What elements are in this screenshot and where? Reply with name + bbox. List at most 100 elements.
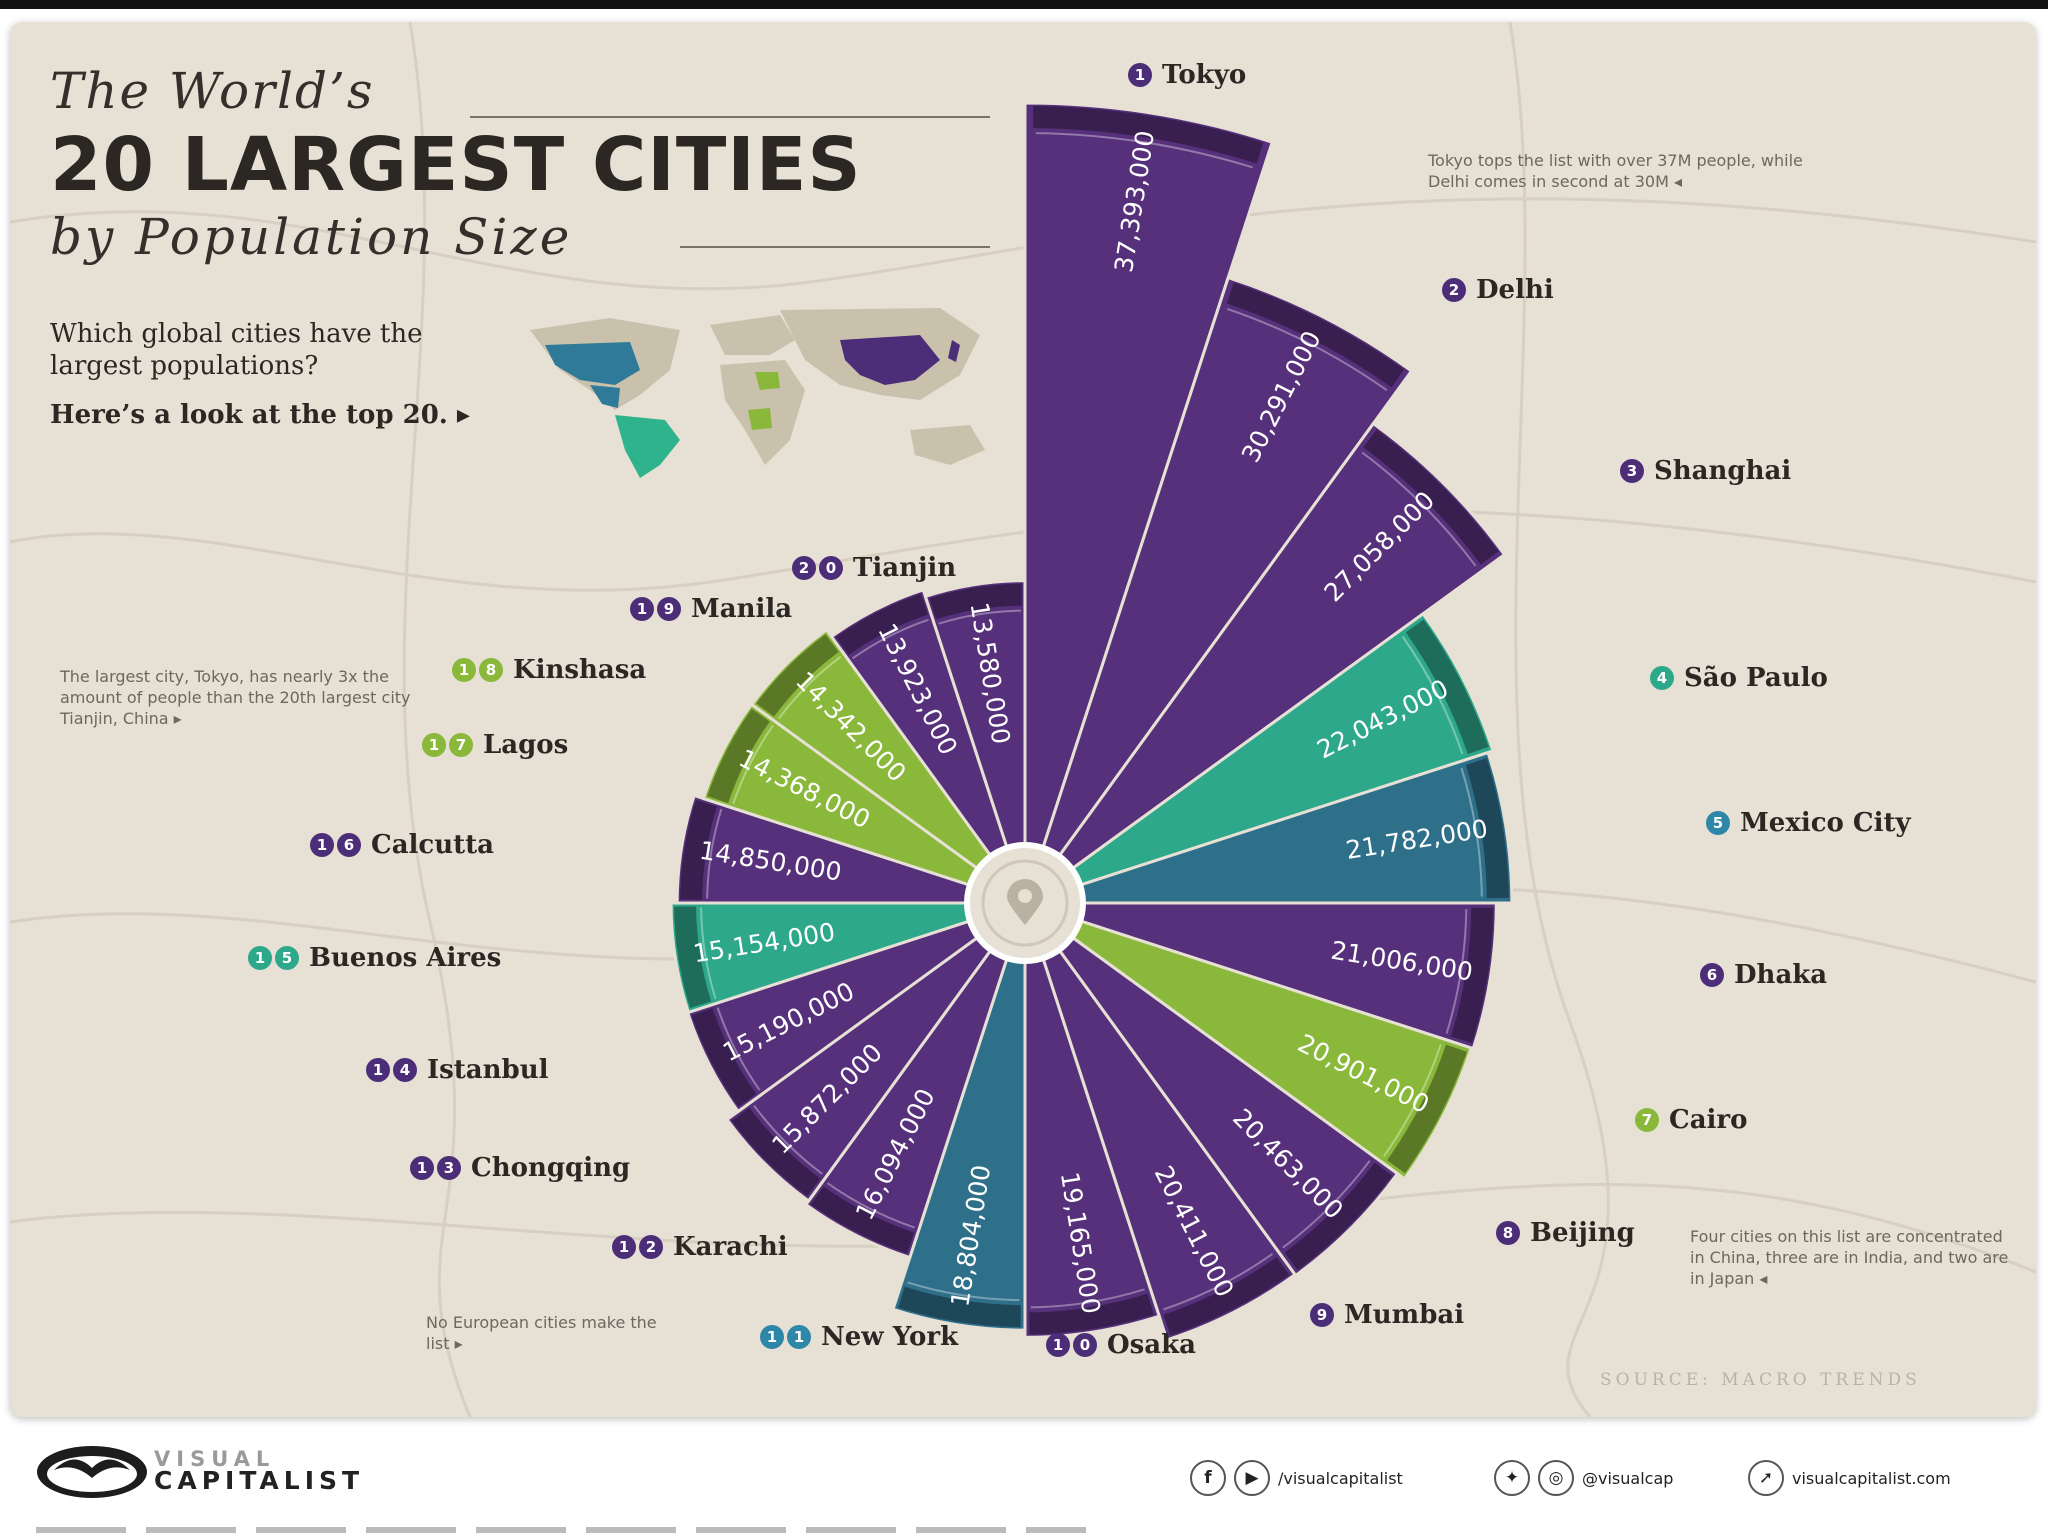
map-japan [948,340,960,362]
city-name: Mexico City [1740,808,1911,838]
city-label-osaka: 1 0 Osaka [1046,1330,1196,1360]
location-pin-dot [1018,889,1032,903]
rank-badge: 3 [1620,459,1644,483]
radial-bar-chart: 37,393,00030,291,00027,058,00022,043,000… [669,101,1514,1342]
social-group-2: ✦ ◎ @visualcap [1494,1460,1673,1496]
bar-rim-istanbul [691,1008,757,1107]
map-africa-highlight [748,372,780,430]
rank-digit: 1 [366,1058,390,1082]
twitter-icon[interactable]: ✦ [1494,1460,1530,1496]
rank-badge: 8 [1496,1221,1520,1245]
bar-rim-buenos-aires [674,906,712,1008]
bar-inner-line-new-york [907,1281,1020,1302]
city-label-buenos-aires: 1 5 Buenos Aires [248,943,501,973]
bar-inner-line-tokyo [1035,132,1253,169]
rank-digit: 7 [1635,1108,1659,1132]
city-label-dhaka: 6 Dhaka [1700,960,1827,990]
bar-rim-mexico-city [1465,758,1509,899]
bar-inner-line-mexico-city [1460,767,1483,897]
rank-digit: 1 [1128,63,1152,87]
rank-digit: 1 [760,1325,784,1349]
city-name: Dhaka [1734,960,1828,990]
bar-inner-line-osaka [1030,1288,1145,1309]
social-group-3: ➚ visualcapitalist.com [1748,1460,1951,1496]
bar-inner-line-delhi [1226,307,1388,392]
rank-digit: 5 [275,946,299,970]
instagram-icon[interactable]: ◎ [1538,1460,1574,1496]
bar-inner-line-chongqing [753,1105,823,1175]
city-label-tianjin: 2 0 Tianjin [792,553,956,583]
rank-digit: 8 [479,658,503,682]
rank-badge: 1 [1128,63,1152,87]
rank-badge: 7 [1635,1108,1659,1132]
logo-line-2: CAPITALIST [154,1466,365,1495]
map-australia [910,425,985,465]
youtube-icon[interactable]: ▶ [1234,1460,1270,1496]
cursor-icon[interactable]: ➚ [1748,1460,1784,1496]
bottom-line [36,1527,1086,1533]
intro-look: Here’s a look at the top 20. ▸ [50,400,470,430]
note-europe: No European cities make the list ▸ [426,1313,657,1353]
city-name: Tokyo [1162,60,1247,90]
bar-inner-line-kinshasa [777,655,842,720]
social-handle-1[interactable]: /visualcapitalist [1278,1468,1403,1488]
bar-rim-tokyo [1033,106,1264,164]
logo-line-1: VISUAL [154,1447,276,1471]
bar-inner-line-beijing [1282,1160,1371,1249]
background-map-texture [10,22,2036,1417]
rank-digit: 1 [410,1156,434,1180]
site-link[interactable]: visualcapitalist.com [1792,1468,1951,1488]
city-label-beijing: 8 Beijing [1496,1218,1635,1248]
city-label-calcutta: 1 6 Calcutta [310,830,494,860]
note-countries: Four cities on this list are concentrate… [1690,1227,2009,1288]
city-label-delhi: 2 Delhi [1442,275,1554,305]
rank-badge: 5 [1706,811,1730,835]
bar-rim-manila [836,593,929,656]
city-name: São Paulo [1684,663,1828,693]
rank-digit: 6 [1700,963,1724,987]
bar-inner-line-mumbai [1163,1253,1274,1311]
city-label-karachi: 1 2 Karachi [612,1232,788,1262]
bar-inner-line-shanghai [1361,451,1477,567]
city-name: Karachi [673,1232,788,1262]
rank-digit: 6 [337,833,361,857]
rank-digit: 1 [630,597,654,621]
rank-digit: 1 [452,658,476,682]
city-name: Beijing [1530,1218,1635,1248]
rank-badge: 2 [1442,278,1466,302]
rank-badge: 9 [1310,1303,1334,1327]
city-name: Delhi [1476,275,1554,305]
facebook-icon[interactable]: f [1190,1460,1226,1496]
title-rule-bottom [680,246,990,248]
city-name: Istanbul [427,1055,549,1085]
bar-inner-line-karachi [826,1182,915,1229]
city-label-chongqing: 1 3 Chongqing [410,1153,630,1183]
rank-digit: 1 [787,1325,811,1349]
city-name: Cairo [1669,1105,1748,1135]
bar-rim-cairo [1387,1044,1467,1174]
social-handle-2[interactable]: @visualcap [1582,1468,1674,1488]
rank-digit: 0 [1073,1333,1097,1357]
bar-rim-lagos [707,708,770,804]
city-name: Chongqing [471,1153,631,1183]
center-ring [981,859,1069,947]
city-label-cairo: 7 Cairo [1635,1105,1747,1135]
rank-digit: 4 [393,1058,417,1082]
city-label-istanbul: 1 4 Istanbul [366,1055,549,1085]
rank-digit: 1 [1046,1333,1070,1357]
world-map [530,308,985,478]
bar-rim-shanghai [1363,429,1499,565]
rank-digit: 3 [1620,459,1644,483]
rank-digit: 1 [422,733,446,757]
city-label-new-york: 1 1 New York [760,1322,958,1352]
social-group-1: f ▶ /visualcapitalist [1190,1460,1403,1496]
intro-question: Which global cities have the largest pop… [50,319,423,381]
city-name: Tianjin [853,553,957,583]
logo-mark [37,1446,147,1498]
